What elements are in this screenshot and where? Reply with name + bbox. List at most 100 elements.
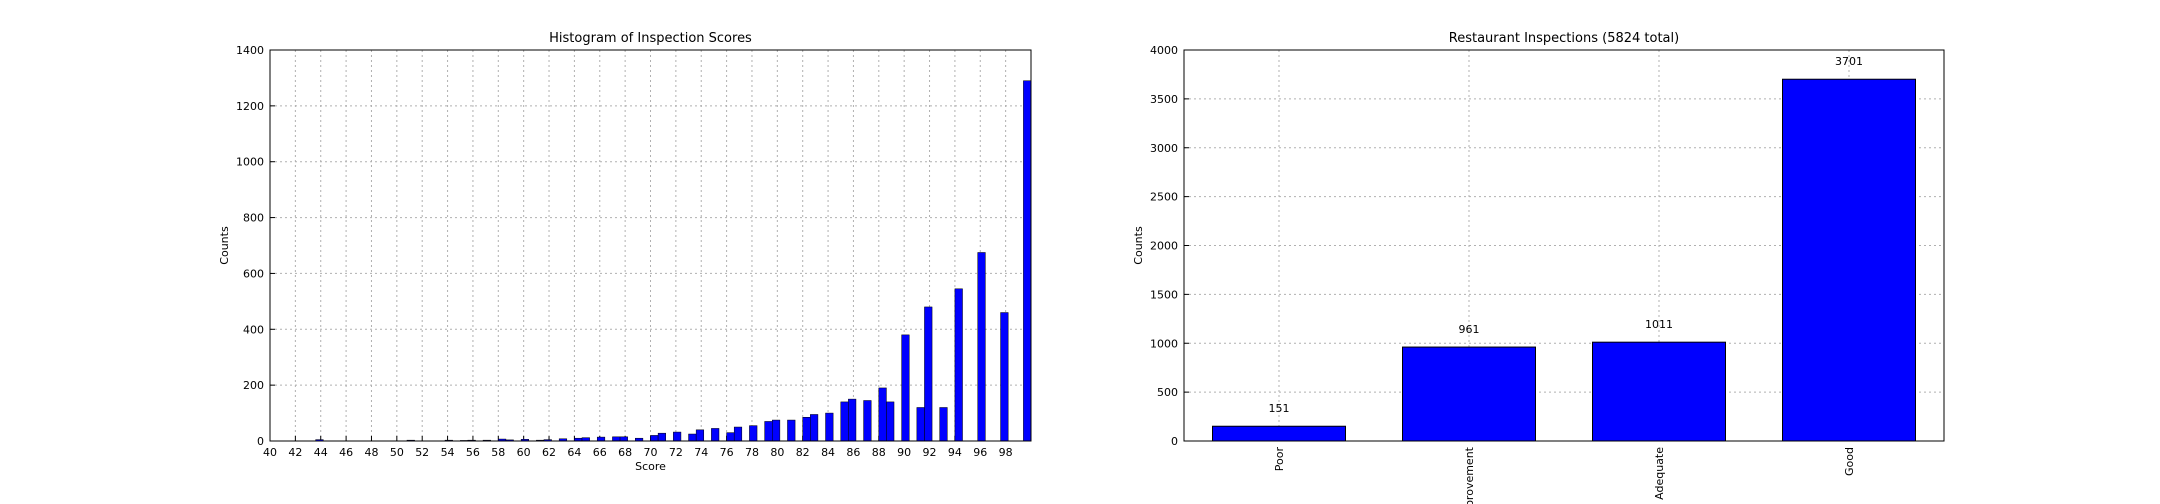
- x-tick-label: 48: [364, 446, 378, 459]
- histogram-bar: [886, 401, 895, 442]
- histogram-bar: [764, 421, 773, 442]
- plot-frame: [269, 49, 1032, 442]
- value-label: 151: [1269, 402, 1290, 415]
- histogram-bar: [840, 401, 849, 442]
- x-tick-label: 70: [644, 446, 658, 459]
- y-tick-label: 3500: [1150, 93, 1178, 106]
- histogram-bar: [977, 252, 986, 442]
- histogram-bar: [810, 414, 819, 442]
- histogram-bar: [924, 306, 933, 442]
- histogram-bar: [916, 407, 925, 442]
- histogram-bar: [581, 437, 590, 442]
- value-label: 3701: [1835, 55, 1863, 68]
- histogram-bar: [619, 436, 628, 442]
- x-tick-label: 62: [542, 446, 556, 459]
- x-tick-label: Adequate: [1653, 447, 1666, 500]
- x-tick-label: 44: [314, 446, 328, 459]
- x-tick-label: 98: [999, 446, 1013, 459]
- histogram-bar: [939, 407, 948, 442]
- plot-frame: [1183, 49, 1945, 442]
- histogram-bar: [802, 417, 811, 442]
- y-tick-label: 1200: [236, 100, 264, 113]
- x-tick-label: 64: [567, 446, 581, 459]
- y-tick-label: 2000: [1150, 240, 1178, 253]
- histogram-bar: [954, 288, 963, 442]
- y-axis-label: Counts: [1132, 226, 1145, 265]
- x-tick-label: 76: [720, 446, 734, 459]
- histogram-bar: [612, 436, 621, 442]
- x-tick-label: 66: [593, 446, 607, 459]
- chart-title: Histogram of Inspection Scores: [549, 31, 752, 46]
- histogram-bar: [596, 436, 606, 442]
- x-tick-label: 72: [669, 446, 683, 459]
- x-tick-label: 84: [821, 446, 835, 459]
- y-tick-label: 3000: [1150, 142, 1178, 155]
- y-tick-label: 500: [1157, 386, 1178, 399]
- histogram-bar: [650, 435, 659, 442]
- y-tick-label: 0: [257, 435, 264, 448]
- x-tick-label: Needs Improvement: [1463, 446, 1476, 504]
- x-tick-label: 94: [948, 446, 962, 459]
- x-tick-label: 92: [923, 446, 937, 459]
- histogram-bar: [711, 428, 720, 442]
- histogram-bar: [688, 433, 697, 442]
- x-tick-label: 88: [872, 446, 886, 459]
- x-tick-label: 80: [770, 446, 784, 459]
- x-tick-label: 58: [491, 446, 505, 459]
- histogram-bar: [901, 334, 910, 442]
- x-tick-label: 74: [694, 446, 708, 459]
- histogram-bar: [787, 419, 796, 442]
- y-tick-label: 600: [243, 267, 264, 280]
- x-tick-label: 96: [973, 446, 987, 459]
- histogram-bar: [772, 419, 781, 442]
- histogram-bar: [657, 432, 666, 442]
- histogram-bar: [825, 412, 834, 442]
- x-tick-label: 60: [517, 446, 531, 459]
- x-tick-label: 82: [796, 446, 810, 459]
- x-tick-label: 46: [339, 446, 353, 459]
- histogram-bar: [1023, 80, 1032, 442]
- histogram-bar: [848, 398, 857, 442]
- x-tick-label: 40: [263, 446, 277, 459]
- histogram-bar: [1000, 312, 1009, 442]
- x-tick-label: Poor: [1273, 447, 1286, 472]
- y-tick-label: 2500: [1150, 191, 1178, 204]
- y-tick-label: 1400: [236, 44, 264, 57]
- value-label: 961: [1459, 323, 1480, 336]
- y-tick-label: 0: [1171, 435, 1178, 448]
- y-tick-label: 1500: [1150, 288, 1178, 301]
- histogram-bar: [863, 400, 872, 442]
- value-label: 1011: [1645, 318, 1673, 331]
- x-tick-label: 50: [390, 446, 404, 459]
- y-tick-label: 800: [243, 212, 264, 225]
- histogram-bar: [695, 429, 705, 442]
- y-tick-label: 400: [243, 323, 264, 336]
- x-tick-label: 78: [745, 446, 759, 459]
- histogram-bar: [673, 431, 682, 442]
- chart-title: Restaurant Inspections (5824 total): [1449, 31, 1679, 46]
- x-tick-label: 90: [897, 446, 911, 459]
- y-tick-label: 4000: [1150, 44, 1178, 57]
- x-tick-label: 68: [618, 446, 632, 459]
- x-tick-label: Good: [1843, 447, 1856, 476]
- histogram-bar: [878, 387, 887, 442]
- bar: [1402, 346, 1536, 442]
- bar: [1212, 425, 1346, 442]
- y-tick-label: 200: [243, 379, 264, 392]
- x-tick-label: 56: [466, 446, 480, 459]
- y-tick-label: 1000: [236, 156, 264, 169]
- x-axis-label: Score: [635, 460, 666, 473]
- bar: [1592, 341, 1726, 442]
- bar: [1782, 78, 1916, 442]
- y-tick-label: 1000: [1150, 337, 1178, 350]
- histogram-bar: [726, 432, 735, 442]
- x-tick-label: 42: [288, 446, 302, 459]
- histogram-bar: [749, 425, 758, 442]
- y-axis-label: Counts: [218, 226, 231, 265]
- x-tick-label: 52: [415, 446, 429, 459]
- x-tick-label: 86: [846, 446, 860, 459]
- x-tick-label: 54: [441, 446, 455, 459]
- histogram-bar: [733, 426, 743, 442]
